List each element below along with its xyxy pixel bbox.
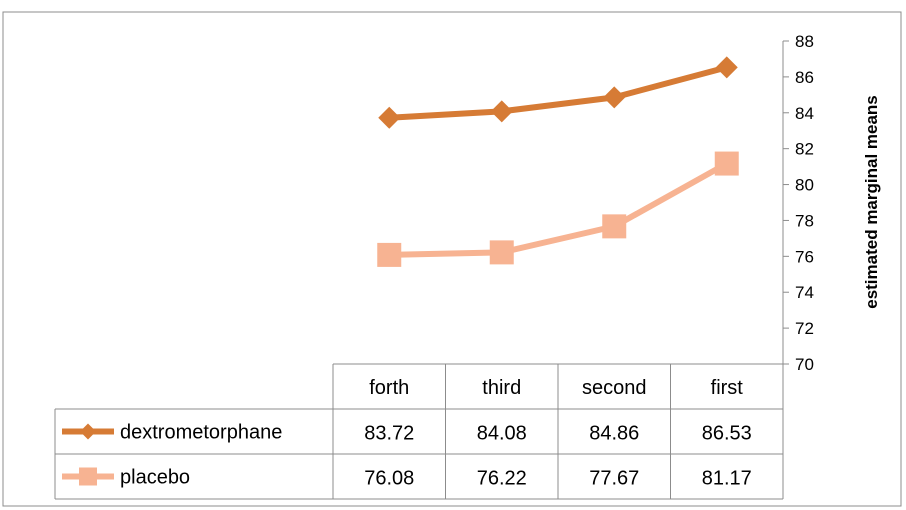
- y-tick-label: 80: [795, 176, 814, 195]
- data-point-placebo: [489, 240, 514, 265]
- data-label: 84.86: [589, 423, 639, 445]
- data-table: forth third second first dextrometorphane 83.…: [54, 363, 784, 500]
- y-tick-label: 84: [795, 104, 814, 123]
- y-tick-label: 76: [795, 247, 814, 266]
- y-axis-label: estimated marginal means: [862, 95, 881, 309]
- data-point-dextrometorphane: [603, 86, 626, 109]
- y-tick-label: 74: [795, 283, 814, 302]
- data-label: 76.22: [477, 468, 527, 490]
- series-line-placebo: [389, 160, 729, 258]
- data-label: 81.17: [702, 468, 752, 490]
- data-point-placebo: [714, 151, 739, 176]
- y-tick-label: 86: [795, 68, 814, 87]
- x-category-label: second: [582, 377, 647, 399]
- plot-area: [377, 56, 739, 267]
- x-category-label: first: [711, 377, 744, 399]
- data-point-dextrometorphane: [378, 106, 401, 129]
- data-label: 76.08: [364, 468, 414, 490]
- x-category-label: third: [482, 377, 521, 399]
- data-point-dextrometorphane: [490, 100, 513, 123]
- legend-marker-dextrometorphane: [80, 423, 96, 440]
- y-tick-label: 82: [795, 140, 814, 159]
- y-axis: 70 72 74 76 78 80 82 84 86 88: [782, 32, 814, 374]
- legend-label-placebo: placebo: [120, 467, 190, 489]
- y-tick-label: 78: [795, 211, 814, 230]
- data-point-placebo: [602, 214, 627, 239]
- data-point-placebo: [377, 242, 402, 267]
- chart-border: [2, 11, 902, 507]
- data-label: 86.53: [702, 423, 752, 445]
- data-point-dextrometorphane: [715, 56, 738, 79]
- data-label: 83.72: [364, 423, 414, 445]
- y-tick-label: 70: [795, 355, 814, 374]
- data-label: 84.08: [477, 423, 527, 445]
- y-tick-label: 72: [795, 319, 814, 338]
- y-tick-label: 88: [795, 32, 814, 51]
- legend-marker-placebo: [79, 467, 97, 486]
- series-line-dextrometorphane: [389, 64, 728, 121]
- data-label: 77.67: [589, 468, 639, 490]
- x-category-label: forth: [369, 377, 409, 399]
- legend-label-dextrometorphane: dextrometorphane: [120, 422, 282, 444]
